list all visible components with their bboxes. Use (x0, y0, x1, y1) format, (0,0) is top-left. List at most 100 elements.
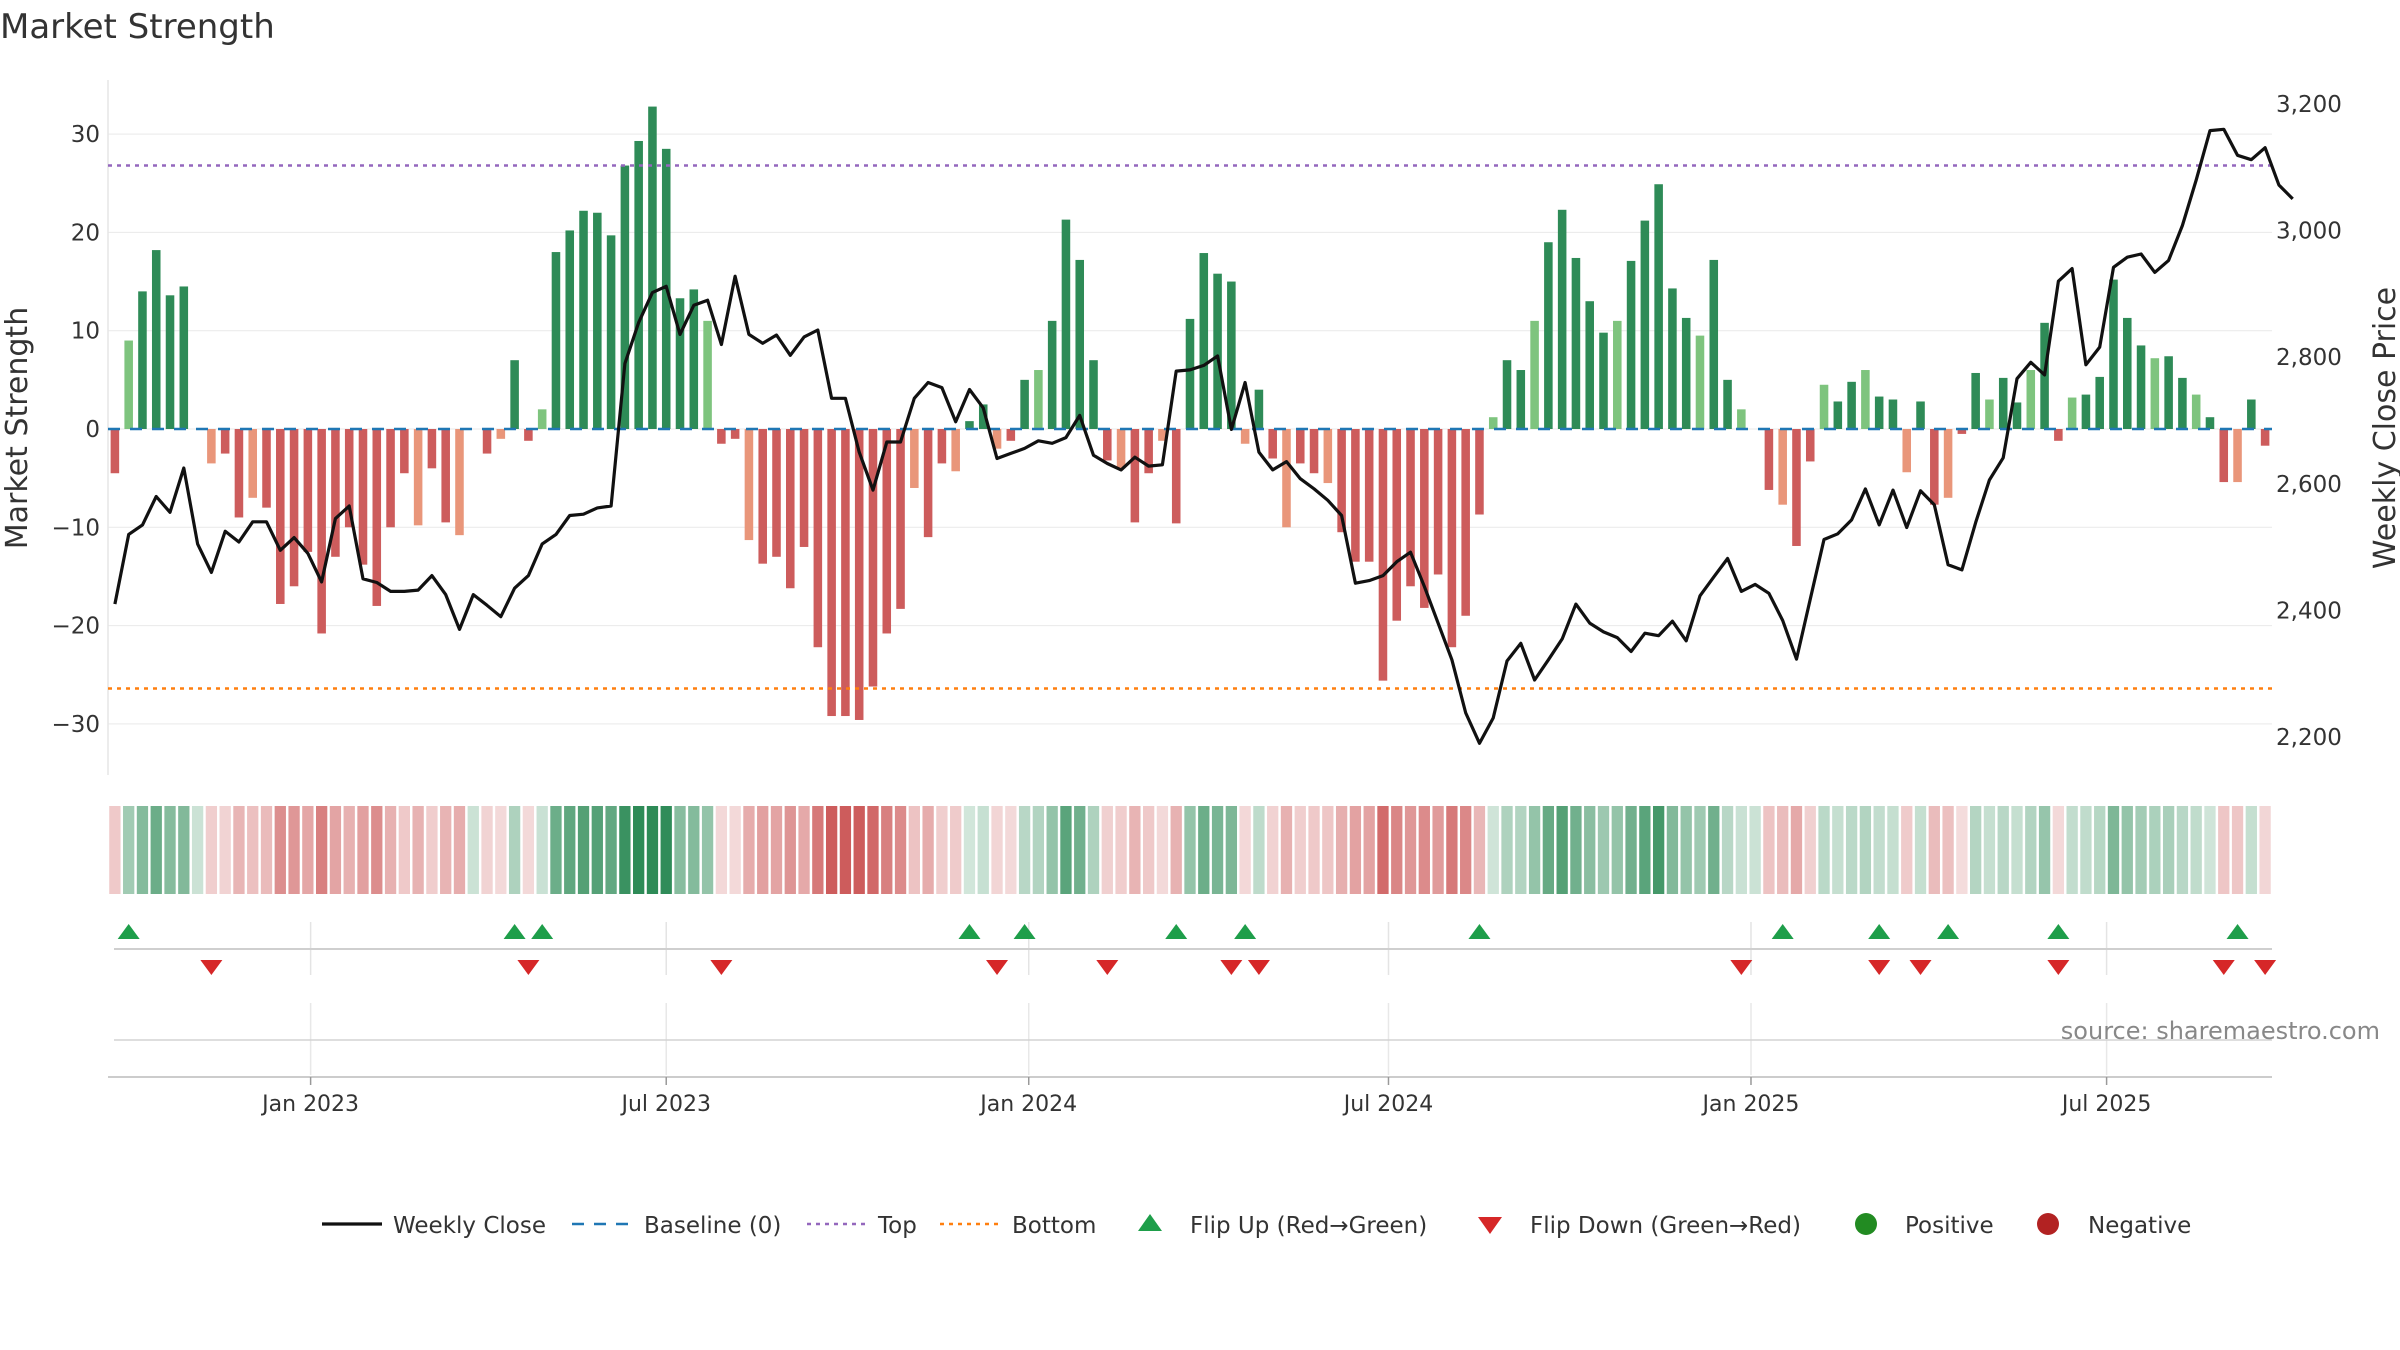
strength-bar (1874, 396, 1884, 429)
strength-bar (1103, 429, 1112, 461)
heat-cell (1666, 806, 1679, 894)
right-tick-label: 2,400 (2276, 598, 2342, 624)
left-tick-label: −30 (51, 712, 100, 738)
heat-cell (564, 806, 576, 894)
heat-cell (288, 806, 300, 894)
strength-bar (992, 429, 1002, 449)
heat-cell (1804, 806, 1816, 894)
strength-bar (1585, 301, 1594, 429)
strength-bar (2136, 345, 2146, 429)
heat-cell (977, 806, 989, 894)
x-tick-label: Jul 2025 (2060, 1092, 2152, 1117)
heat-cell (1983, 806, 1996, 894)
heat-cell (757, 806, 769, 894)
flip-down-marker (1096, 960, 1119, 975)
heat-cell (2066, 806, 2078, 894)
strength-bar (1282, 429, 1291, 528)
heat-cell (963, 806, 976, 894)
legend-circle-negative (2037, 1213, 2059, 1235)
heat-cell (1418, 806, 1430, 894)
heat-cell (1460, 806, 1472, 894)
heat-cell (867, 806, 879, 894)
flip-up-marker (1937, 924, 1960, 939)
left-tick-label: 20 (71, 220, 100, 246)
strength-bar (220, 429, 230, 454)
flip-up-marker (503, 924, 526, 939)
right-axis: 3,200 3,000 2,800 2,600 2,400 2,200 (2276, 92, 2342, 751)
heat-cell (205, 806, 218, 894)
legend-label: Weekly Close (393, 1213, 546, 1239)
legend: Weekly Close Baseline (0) Top Bottom Flip Up… (322, 1213, 2191, 1239)
heat-cell (1597, 806, 1610, 894)
strength-bar (262, 429, 271, 508)
heat-cell (605, 806, 617, 894)
legend-item: Negative (2037, 1213, 2191, 1239)
heat-cell (2094, 806, 2106, 894)
heat-cell (1749, 806, 1761, 894)
heat-cell (412, 806, 424, 894)
heat-cell (1005, 806, 1017, 894)
heat-cell (646, 806, 659, 894)
strength-bar (910, 429, 919, 488)
heat-cell (1528, 806, 1541, 894)
strength-bar (1654, 184, 1663, 429)
heat-cell (894, 806, 907, 894)
heat-cell (508, 806, 521, 894)
heat-cell (908, 806, 920, 894)
strength-bar (1695, 335, 1705, 429)
heat-cell (2025, 806, 2037, 894)
heat-cell (398, 806, 410, 894)
heat-cell (1267, 806, 1279, 894)
legend-item: Baseline (0) (572, 1213, 781, 1239)
heat-cell (1790, 806, 1803, 894)
heat-cell (1032, 806, 1045, 894)
strength-bar (799, 429, 809, 547)
strength-bar (1171, 429, 1181, 524)
x-tick-label: Jul 2024 (1342, 1092, 1434, 1117)
heat-cell (426, 806, 438, 894)
heat-cell (1377, 806, 1389, 894)
heat-cell (1198, 806, 1210, 894)
heat-cell (1446, 806, 1458, 894)
heat-cell (798, 806, 810, 894)
strength-bar (1447, 429, 1457, 648)
strength-bar (1985, 399, 1994, 429)
legend-item: Weekly Close (322, 1213, 546, 1239)
strength-bar (2026, 370, 2036, 429)
heat-cell (522, 806, 535, 894)
strength-bar (2260, 429, 2270, 446)
strength-bar (524, 429, 533, 441)
flip-markers-panel (114, 922, 2277, 975)
heat-cell (536, 806, 548, 894)
strength-bar (854, 429, 864, 720)
strength-bar (2150, 358, 2160, 429)
strength-bar (1185, 318, 1195, 429)
strength-bar (565, 230, 575, 429)
legend-label: Baseline (0) (644, 1213, 781, 1239)
strength-bar (1406, 429, 1415, 587)
legend-label: Top (877, 1213, 917, 1239)
heat-cell (1101, 806, 1113, 894)
heat-cell (1901, 806, 1913, 894)
strength-bar (1034, 370, 1043, 429)
heat-cell (1570, 806, 1582, 894)
left-tick-label: 30 (71, 122, 100, 148)
heat-cell (936, 806, 948, 894)
strength-bar (965, 421, 974, 429)
strength-bar (165, 295, 175, 429)
strength-bar (2095, 376, 2104, 429)
legend-label: Negative (2088, 1213, 2191, 1239)
flip-down-marker (517, 960, 540, 975)
heat-cell (178, 806, 190, 894)
heat-cell (1887, 806, 1899, 894)
strength-bar (551, 252, 561, 429)
strength-bar (2109, 279, 2118, 429)
weekly-close-line (113, 127, 2294, 745)
heat-cell (109, 806, 121, 894)
strength-bar (1392, 429, 1402, 621)
strength-bar (1502, 360, 1512, 429)
strength-bar (1640, 220, 1650, 429)
heat-cell (453, 806, 466, 894)
heat-cell (1087, 806, 1100, 894)
strength-bar (579, 210, 588, 429)
